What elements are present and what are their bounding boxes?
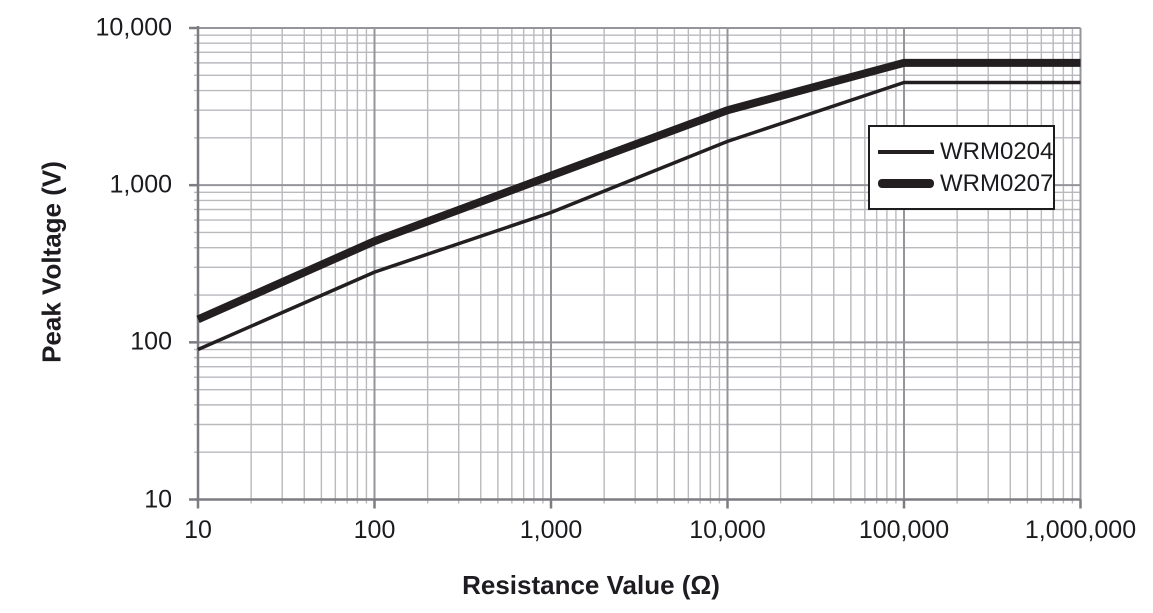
series-line-wrm0204	[197, 80, 1081, 352]
thick-line-swatch-icon	[878, 179, 934, 188]
x-axis-title: Resistance Value (Ω)	[462, 570, 720, 600]
thin-line-swatch-icon	[878, 149, 934, 154]
legend-entry-wrm0204: WRM0204	[870, 137, 1054, 165]
x-tick-label: 10,000	[689, 516, 766, 544]
series-line-wrm0207	[196, 58, 1081, 324]
legend-box: WRM0204 WRM0207	[868, 125, 1055, 210]
y-tick-label: 100	[130, 327, 172, 356]
x-tick-label: 100	[353, 516, 396, 544]
legend-label-wrm0204: WRM0204	[940, 137, 1054, 165]
y-axis-title: Peak Voltage (V)	[36, 161, 67, 363]
y-tick-label: 10,000	[95, 13, 172, 42]
y-tick-label: 1,000	[109, 170, 172, 199]
x-tick-label: 10	[184, 516, 212, 544]
x-tick-label: 1,000,000	[1024, 516, 1137, 544]
x-tick-label: 1,000	[519, 516, 583, 544]
legend-entry-wrm0207: WRM0207	[870, 169, 1054, 197]
y-tick-label: 10	[144, 485, 172, 513]
legend-label-wrm0207: WRM0207	[940, 169, 1054, 197]
x-tick-label: 100,000	[858, 516, 950, 544]
